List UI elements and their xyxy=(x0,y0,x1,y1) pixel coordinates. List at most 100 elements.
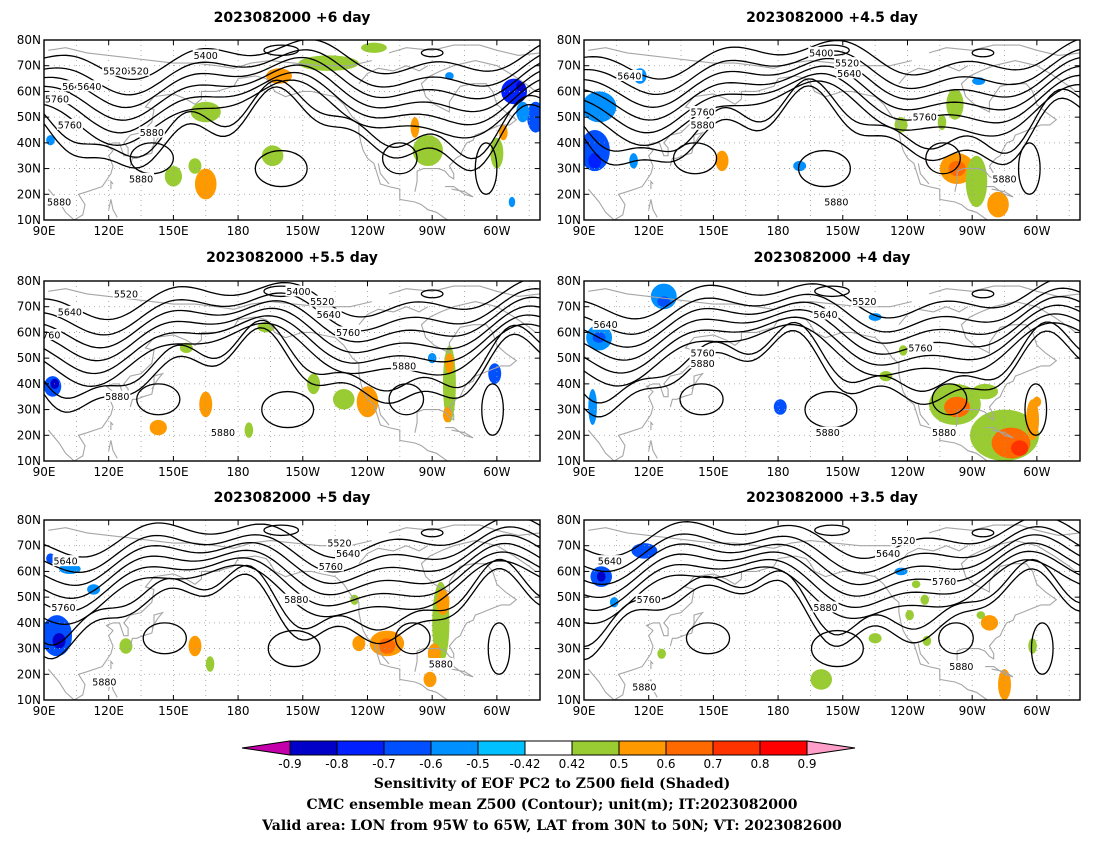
lon-tick-label: 150W xyxy=(285,704,320,718)
height-contour xyxy=(44,558,540,646)
contour-label-bg xyxy=(391,359,418,371)
closed-contour xyxy=(420,528,444,538)
lon-tick-label: 150W xyxy=(825,704,860,718)
contour-label-bg xyxy=(46,196,73,207)
contour-label-bg xyxy=(335,326,362,338)
lat-tick-label: 70N xyxy=(557,539,581,553)
caption-line-1: Sensitivity of EOF PC2 to Z500 field (Sh… xyxy=(374,776,730,792)
contour-label: 5520 xyxy=(890,534,917,547)
contour-label-bg xyxy=(283,593,310,605)
coastline xyxy=(588,288,735,305)
lat-tick-label: 80N xyxy=(557,274,581,288)
coastline xyxy=(47,558,239,700)
panel-title: 2023082000 +5 day xyxy=(214,490,371,506)
coastline xyxy=(377,643,390,665)
contour-label: 5880 xyxy=(631,681,658,694)
lat-tick-label: 60N xyxy=(557,84,581,98)
coastline xyxy=(110,420,114,431)
height-contour xyxy=(44,526,540,574)
contour-label-bg xyxy=(102,64,129,76)
coastline xyxy=(110,179,114,190)
contour-label-text: 5400 xyxy=(194,51,218,62)
lat-tick-label: 50N xyxy=(557,351,581,365)
closed-contour xyxy=(814,524,850,537)
map-panels: 2023082000 +6 day54005520552056405640576… xyxy=(17,10,1081,718)
contour-label-bg xyxy=(814,426,841,438)
coastline xyxy=(985,427,1014,439)
sensitivity-patch xyxy=(52,633,66,649)
coastline xyxy=(110,659,114,670)
contour-label: 5880 xyxy=(931,426,958,439)
coastline xyxy=(445,186,474,198)
contour-label-bg xyxy=(812,308,839,320)
contour-label: 5400 xyxy=(285,285,312,298)
sensitivity-patch xyxy=(149,419,167,436)
contour-label-bg xyxy=(56,305,83,317)
coastline xyxy=(587,319,779,461)
colorbar-tick-label: 0.8 xyxy=(750,757,769,771)
contour-label-text: 5880 xyxy=(429,660,453,671)
map-frame xyxy=(583,39,1081,221)
closed-contour xyxy=(971,289,995,299)
contour-label-bg xyxy=(875,547,902,559)
contour-label-bg xyxy=(76,80,103,92)
contour-label: 5760 xyxy=(317,560,344,573)
lon-tick-label: 60W xyxy=(483,704,510,718)
height-contour xyxy=(44,64,540,121)
contour-label-text: 5640 xyxy=(336,549,360,560)
height-contour xyxy=(584,520,1080,560)
coastline xyxy=(358,65,429,85)
coastline xyxy=(778,316,988,461)
contour-label-bg xyxy=(911,111,938,123)
coastline xyxy=(587,78,779,220)
height-contour xyxy=(44,551,540,612)
closed-contour xyxy=(810,629,864,668)
contour-label-text: 5640 xyxy=(617,72,641,83)
contour-label-text: 5880 xyxy=(284,595,308,606)
contour-label-bg xyxy=(309,295,336,307)
contour-label: 5760 xyxy=(44,329,62,342)
height-contour xyxy=(584,568,1080,661)
lon-tick-label: 150E xyxy=(158,704,189,718)
closed-contour xyxy=(420,48,444,58)
coastline xyxy=(985,666,1014,678)
contour-label-text: 5760 xyxy=(913,113,937,124)
contour-label: 5880 xyxy=(391,359,418,372)
contour-label-text: 5880 xyxy=(47,198,71,209)
colorbar: -0.9 -0.8 -0.7 -0.6 -0.5 -0.42 0.42 0.5 0.6 0.7 0.… xyxy=(241,740,856,771)
contour-label-text: 5880 xyxy=(105,392,129,403)
contour-label-bg xyxy=(836,67,863,79)
height-contour xyxy=(44,542,540,599)
sensitivity-patch xyxy=(965,155,988,208)
coastline xyxy=(358,545,429,565)
contour-label: 5400 xyxy=(808,46,835,59)
lon-tick-label: 120W xyxy=(350,465,385,479)
sensitivity-patch xyxy=(190,101,221,123)
height-contour xyxy=(584,558,1080,648)
contour-label: 5880 xyxy=(283,593,310,606)
contour-label-bg xyxy=(112,287,139,299)
colorbar-swatch xyxy=(712,740,761,756)
contour-label-bg xyxy=(851,295,878,307)
contour-label: 5760 xyxy=(911,111,938,124)
contour-label-bg xyxy=(890,534,917,546)
coastline xyxy=(587,558,779,700)
sensitivity-patch xyxy=(631,543,658,559)
height-contour xyxy=(584,322,1080,387)
lat-tick-label: 70N xyxy=(17,539,41,553)
contour-label-bg xyxy=(592,318,619,330)
sensitivity-patch xyxy=(188,158,202,174)
lon-tick-label: 180 xyxy=(227,224,250,238)
contour-label-text: 5880 xyxy=(824,198,848,209)
contour-label: 5640 xyxy=(56,305,83,318)
contour-label: 5400 xyxy=(192,49,219,62)
contour-label: 5760 xyxy=(907,341,934,354)
closed-contour xyxy=(142,622,187,655)
lat-tick-label: 60N xyxy=(557,325,581,339)
closed-contour xyxy=(814,285,850,298)
